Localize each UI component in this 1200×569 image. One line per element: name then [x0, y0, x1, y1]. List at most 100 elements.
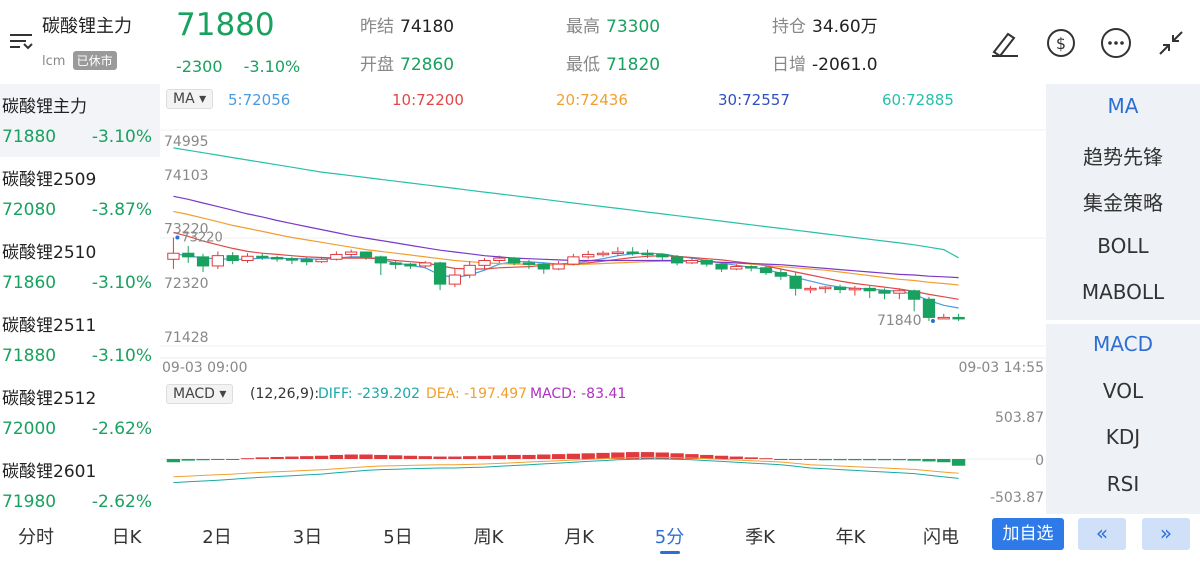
- macd-bar: [270, 456, 284, 459]
- ma-line-60: [173, 147, 959, 259]
- period-tab[interactable]: 日K: [111, 527, 142, 548]
- contract-item[interactable]: 碳酸锂2510 71860 -3.10%: [0, 230, 160, 303]
- currency-icon[interactable]: $: [1044, 26, 1078, 60]
- macd-diff: DIFF: -239.202: [318, 386, 421, 402]
- macd-axis-label: 0: [1035, 453, 1044, 469]
- period-tab[interactable]: 3日: [292, 527, 323, 548]
- contract-change-pct: -3.10%: [91, 346, 152, 366]
- stat-label: 持仓: [772, 17, 806, 37]
- contract-item[interactable]: 碳酸锂2509 72080 -3.87%: [0, 157, 160, 230]
- macd-bar: [374, 454, 388, 459]
- menu-icon[interactable]: [8, 30, 34, 52]
- more-icon[interactable]: [1099, 26, 1133, 60]
- kline-chart[interactable]: 7499574103732207232071428732207184009-03…: [160, 84, 1046, 514]
- macd-bar: [818, 459, 832, 461]
- candle-body: [404, 263, 417, 267]
- contract-name: 碳酸锂2510: [2, 243, 97, 263]
- period-tab[interactable]: 2日: [202, 527, 232, 548]
- last-price: 71880: [176, 7, 275, 43]
- candle-body: [715, 263, 728, 270]
- macd-bar: [240, 458, 255, 460]
- indicator-main-item[interactable]: MABOLL: [1081, 280, 1165, 304]
- indicator-sub-item[interactable]: KDJ: [1105, 425, 1141, 449]
- candle-body: [463, 264, 476, 276]
- indicator-main-item[interactable]: BOLL: [1097, 233, 1149, 258]
- contract-name: 碳酸锂2509: [2, 170, 97, 190]
- period-tab[interactable]: 周K: [473, 527, 504, 548]
- candle-body: [270, 256, 284, 260]
- indicator-sub-item[interactable]: RSI: [1106, 471, 1140, 496]
- indicator-sub-item[interactable]: VOL: [1102, 378, 1144, 403]
- candle-body: [908, 290, 921, 300]
- add-favorite-button[interactable]: 加自选: [992, 518, 1064, 550]
- collapse-icon[interactable]: [1154, 26, 1188, 60]
- candle-body: [448, 274, 462, 285]
- stat-value: 34.60万: [812, 17, 878, 37]
- period-tab[interactable]: 分时: [18, 527, 54, 548]
- macd-bar: [492, 455, 506, 459]
- indicator-main-item[interactable]: 集金策略: [1083, 191, 1163, 215]
- macd-bar: [907, 459, 921, 461]
- macd-bar: [181, 459, 195, 461]
- contract-item[interactable]: 碳酸锂2512 72000 -2.62%: [0, 376, 160, 449]
- svg-text:$: $: [1056, 34, 1066, 53]
- contract-price: 72000: [2, 419, 57, 439]
- period-tab[interactable]: 5分: [640, 523, 700, 554]
- period-tab[interactable]: 月K: [564, 527, 594, 548]
- indicator-main-item[interactable]: MA: [1107, 94, 1139, 118]
- low-marker-label: 71840: [877, 313, 922, 329]
- macd-axis-label: -503.87: [990, 490, 1044, 506]
- candle-body: [241, 255, 254, 261]
- contract-item[interactable]: 碳酸锂主力 71880 -3.10%: [0, 84, 160, 157]
- contract-item[interactable]: 碳酸锂2511 71880 -3.10%: [0, 303, 160, 376]
- indicator-main-item[interactable]: 趋势先锋: [1083, 144, 1163, 169]
- main-indicator-list: MA 趋势先锋集金策略 BOLL MABOLL: [1046, 84, 1200, 320]
- macd-bar: [759, 458, 773, 460]
- indicator-panel: MA 趋势先锋集金策略 BOLL MABOLL MACD VOL KDJ RSI: [1046, 84, 1200, 514]
- stat-3: 开盘 72860: [360, 50, 454, 75]
- ma-selector[interactable]: MA ▾: [166, 89, 214, 109]
- contract-price: 71880: [2, 346, 57, 366]
- period-tab[interactable]: 季K: [745, 527, 775, 548]
- period-tab[interactable]: 闪电: [923, 527, 959, 548]
- macd-bar: [581, 453, 595, 459]
- macd-bar: [729, 456, 744, 459]
- macd-bar: [596, 452, 610, 459]
- macd-bar: [463, 456, 477, 459]
- macd-bar: [211, 459, 225, 460]
- price-axis-label: 71428: [164, 330, 209, 346]
- stat-value: 73300: [606, 17, 661, 37]
- macd-params: (12,26,9):: [250, 386, 320, 402]
- period-tab[interactable]: 年K: [835, 527, 866, 548]
- macd-bar: [329, 454, 344, 459]
- candle-body: [893, 290, 906, 294]
- ma-line-30: [173, 195, 959, 279]
- macd-bar: [403, 455, 418, 459]
- macd-bar: [700, 454, 714, 459]
- stat-0: 昨结 74180: [360, 12, 454, 37]
- candle-body: [611, 251, 624, 255]
- macd-selector[interactable]: MACD ▾: [166, 384, 234, 404]
- instrument-subtitle: lcm 已休市: [42, 51, 117, 70]
- stat-value: -2061.0: [812, 55, 878, 75]
- candle-body: [878, 290, 891, 294]
- candle-body: [300, 258, 313, 263]
- macd-bar: [285, 456, 299, 459]
- high-marker-label: 73220: [181, 230, 222, 245]
- macd-bar: [359, 454, 373, 459]
- candle-body: [478, 259, 491, 266]
- candle-body: [226, 255, 239, 261]
- candle-body: [211, 255, 224, 267]
- macd-bar: [922, 459, 936, 462]
- draw-pen-icon[interactable]: [988, 26, 1022, 60]
- period-tab[interactable]: 5日: [383, 527, 413, 548]
- macd-bar: [848, 459, 862, 461]
- next-button[interactable]: »: [1142, 518, 1190, 550]
- prev-button[interactable]: «: [1078, 518, 1126, 550]
- indicator-sub-item[interactable]: MACD: [1093, 332, 1153, 356]
- macd-bar: [685, 454, 699, 459]
- contract-item[interactable]: 碳酸锂2601 71980 -2.62%: [0, 449, 160, 522]
- candle-body: [582, 253, 595, 258]
- candle-body: [952, 316, 965, 320]
- instrument-title[interactable]: 碳酸锂主力: [42, 16, 132, 37]
